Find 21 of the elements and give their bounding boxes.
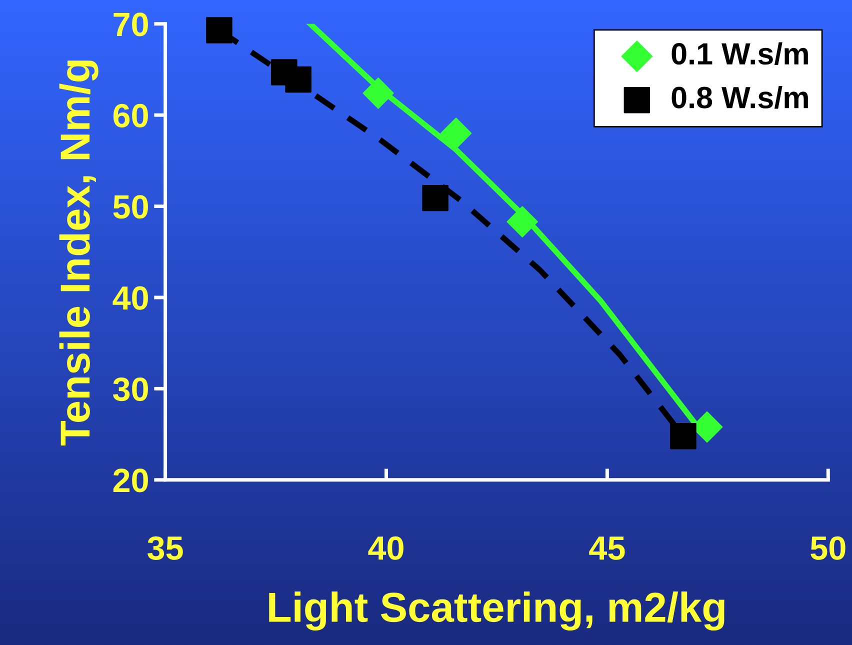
point [206,17,232,44]
y-tick-label: 30 [113,377,148,402]
y-axis-title: Tensile Index, Nm/g [59,60,98,446]
y-tick-label: 20 [113,468,148,492]
point [285,66,312,93]
point [670,422,696,450]
y-tick-label: 50 [113,195,148,219]
point [440,118,472,149]
point [506,206,538,238]
legend-label: 0.1 W.s/m [672,42,808,65]
x-tick-label: 50 [810,536,846,560]
point [362,78,394,109]
y-tick-label: 40 [112,286,148,310]
x-tick-label: 45 [589,536,625,560]
x-axis-title: Light Scattering, m2/kg [269,592,724,631]
y-tick-label: 70 [114,12,148,36]
x-tick-label: 35 [148,536,183,560]
y-tick-label: 60 [113,104,148,128]
legend-label: 0.8 W.s/m [672,86,808,109]
x-tick-label: 40 [368,536,404,560]
point [422,184,448,212]
